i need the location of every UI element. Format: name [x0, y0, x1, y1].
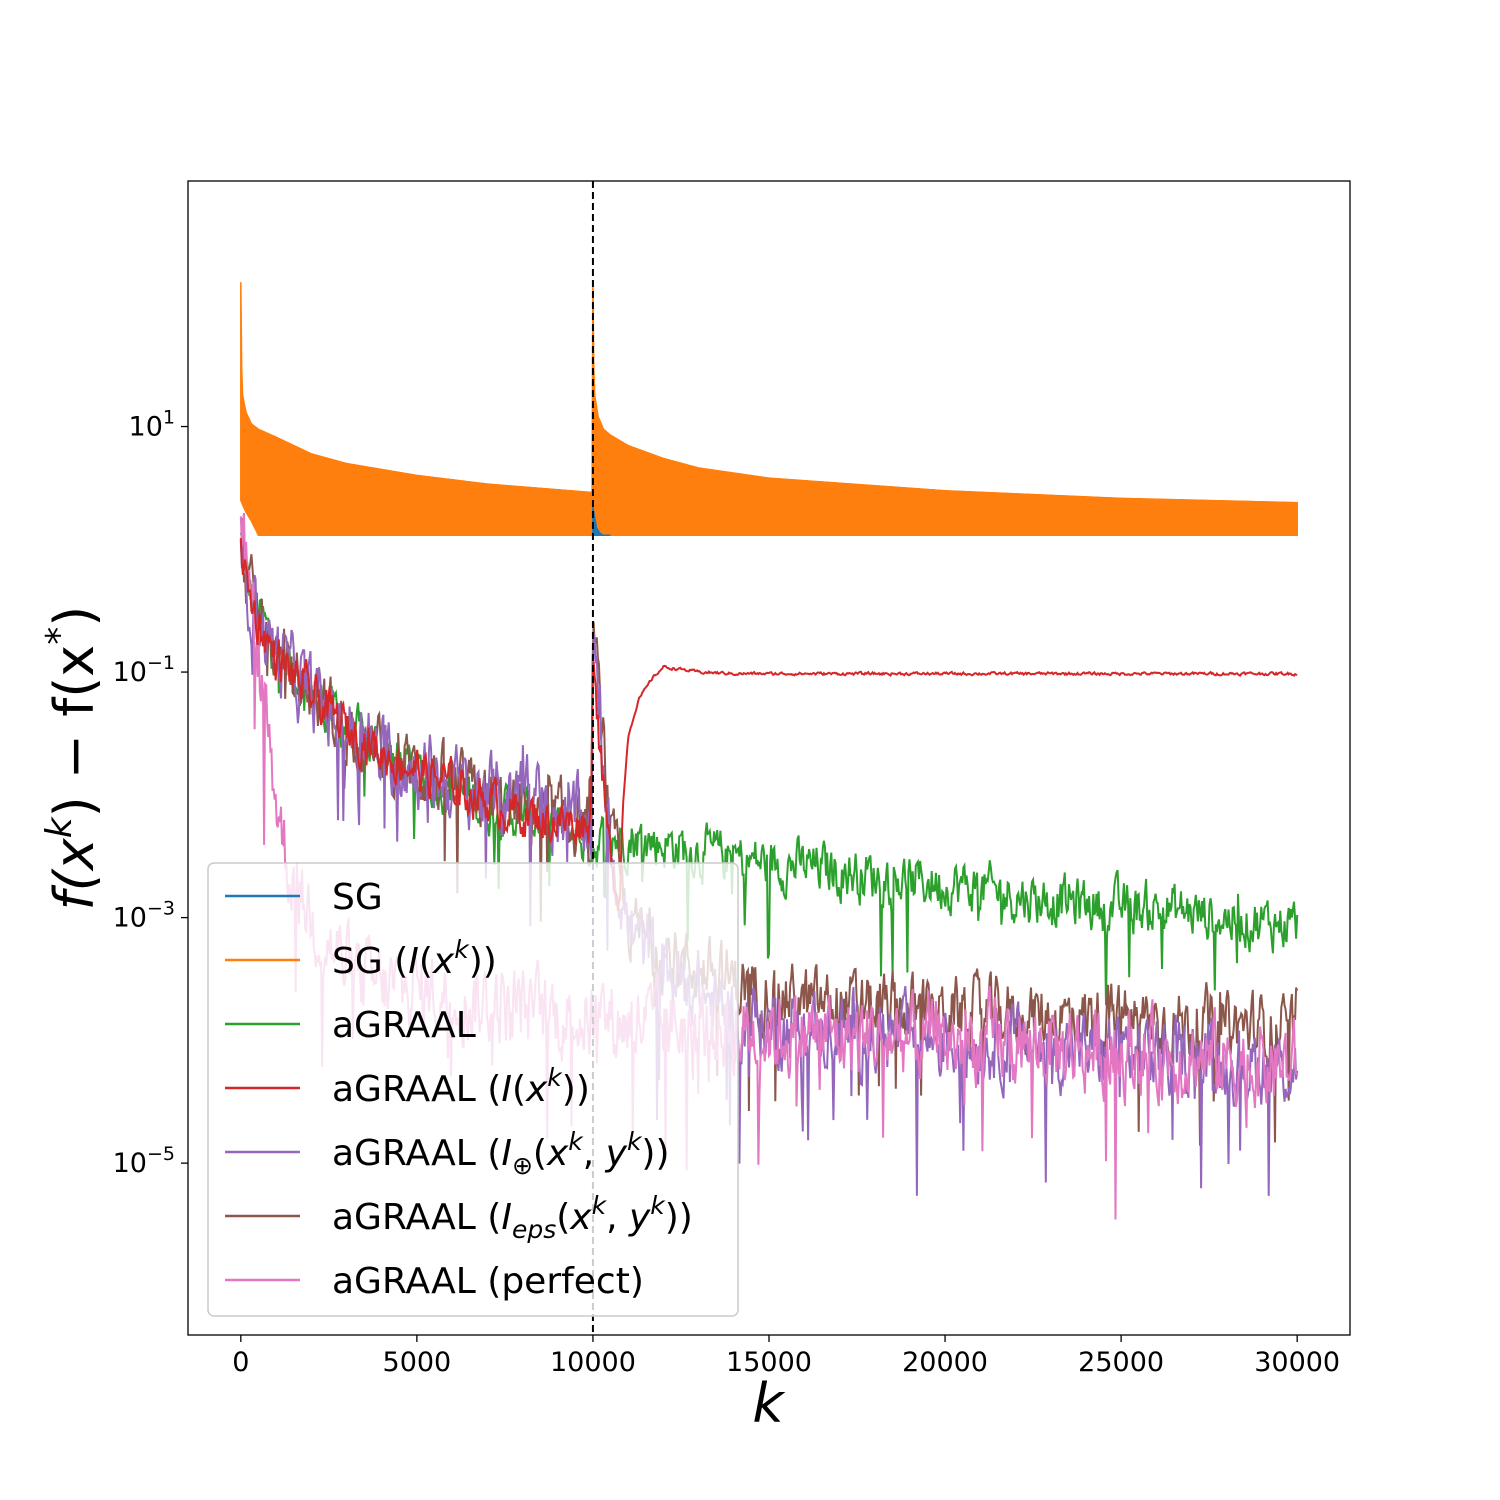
x-tick-label: 20000 — [902, 1347, 988, 1378]
legend-box — [207, 862, 739, 1317]
legend-label-sg: SG — [332, 877, 383, 918]
x-tick-label: 10000 — [550, 1347, 636, 1378]
x-tick-label: 25000 — [1078, 1347, 1164, 1378]
axes: 0 5000 10000 15000 20000 25000 30000 101 10−1 10−… — [39, 180, 1351, 1435]
y-tick-label: 101 — [129, 407, 175, 443]
y-tick-label: 10−3 — [113, 898, 175, 934]
x-tick-label: 30000 — [1254, 1347, 1340, 1378]
legend-label-agraal_plus: aGRAAL (I⊕(xk, yk)) — [332, 1127, 670, 1180]
legend-label-agraal_i: aGRAAL (I(xk)) — [332, 1063, 590, 1110]
y-tick-label: 10−5 — [113, 1143, 175, 1179]
series-sg-band — [592, 507, 611, 537]
legend-label-sg_i: SG (I(xk)) — [332, 935, 497, 982]
x-tick-label: 5000 — [383, 1347, 452, 1378]
legend-label-agraal_eps: aGRAAL (Ieps(xk, yk)) — [332, 1191, 693, 1244]
x-axis-title: k — [752, 1372, 786, 1435]
x-tick-label: 15000 — [726, 1347, 812, 1378]
series-agraal-i-line — [239, 537, 1298, 911]
legend: SG SG (I(xk)) aGRAAL aGRAAL (I(xk)) aGRAAL (… — [207, 862, 739, 1317]
y-axis-title: f(xk) − f(x*) — [39, 606, 106, 911]
legend-label-agraal_perfect: aGRAAL (perfect) — [332, 1261, 644, 1302]
x-tick-label: 0 — [232, 1347, 249, 1378]
y-tick-label: 10−1 — [113, 652, 175, 688]
legend-label-agraal: aGRAAL — [332, 1005, 476, 1046]
plot-area — [239, 181, 1299, 1335]
series-agraal-plus-line — [239, 533, 1299, 1196]
